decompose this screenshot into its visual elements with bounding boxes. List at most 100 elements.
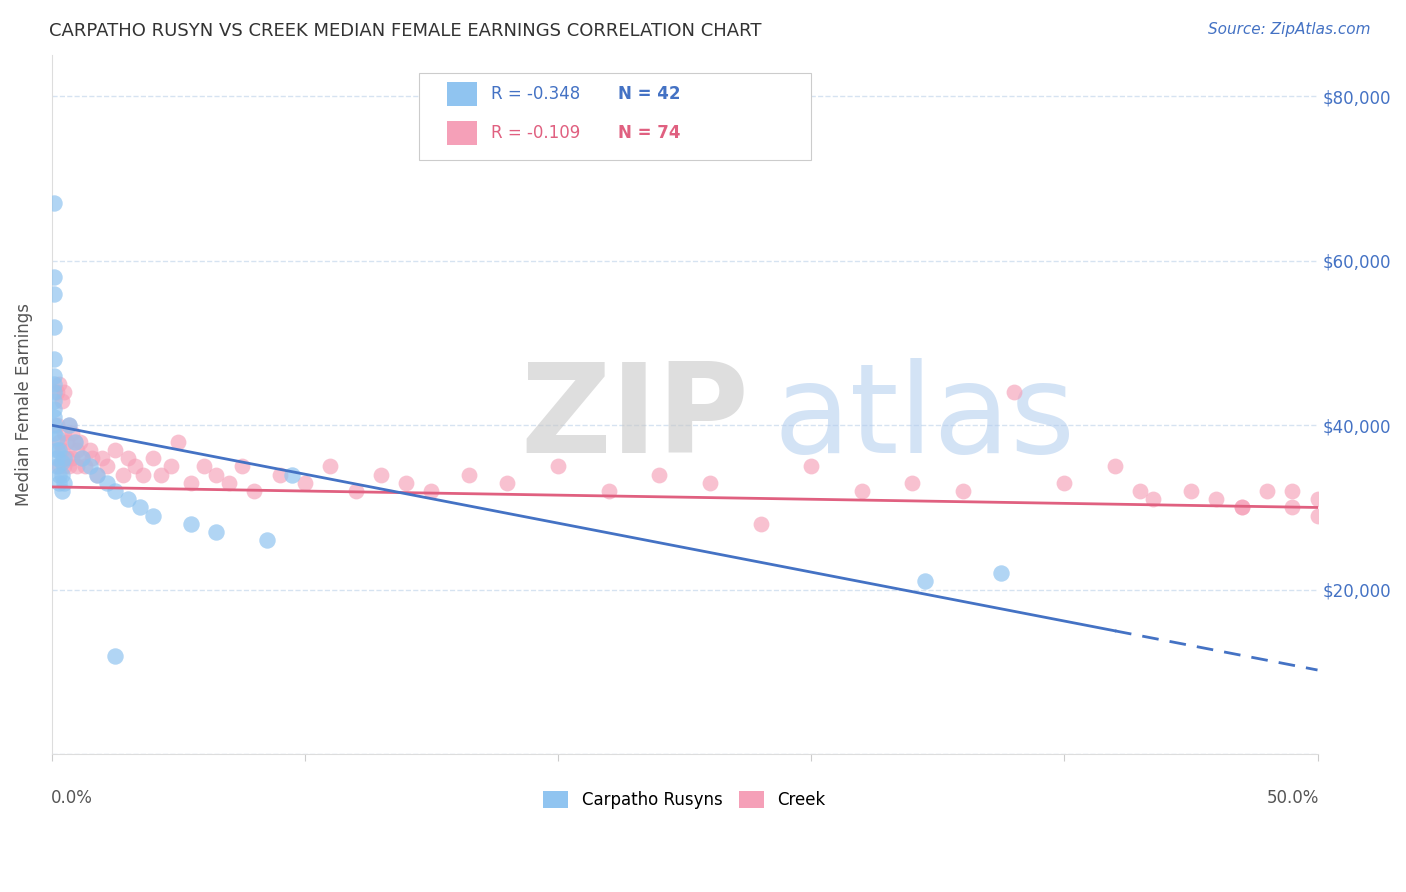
Point — [1306, 492, 1329, 507]
Text: N = 42: N = 42 — [617, 86, 681, 103]
Point — [1104, 459, 1126, 474]
Point — [48, 434, 70, 449]
Point — [281, 467, 304, 482]
Legend: Carpatho Rusyns, Creek: Carpatho Rusyns, Creek — [537, 784, 832, 816]
Point — [990, 566, 1012, 581]
Point — [53, 385, 76, 400]
Point — [117, 492, 139, 507]
Point — [82, 451, 104, 466]
Point — [104, 483, 127, 498]
Text: N = 74: N = 74 — [617, 124, 681, 142]
Point — [60, 451, 83, 466]
Point — [1053, 475, 1076, 490]
Point — [48, 442, 70, 457]
Point — [44, 319, 66, 334]
Text: R = -0.348: R = -0.348 — [491, 86, 581, 103]
Point — [53, 459, 76, 474]
Point — [44, 196, 66, 211]
Point — [44, 270, 66, 285]
Text: CARPATHO RUSYN VS CREEK MEDIAN FEMALE EARNINGS CORRELATION CHART: CARPATHO RUSYN VS CREEK MEDIAN FEMALE EA… — [49, 22, 762, 40]
Point — [44, 377, 66, 392]
Point — [231, 459, 253, 474]
Point — [58, 418, 80, 433]
Point — [45, 451, 67, 466]
Point — [45, 459, 67, 474]
Point — [79, 442, 101, 457]
Point — [699, 475, 721, 490]
Text: 50.0%: 50.0% — [1267, 789, 1319, 807]
Point — [104, 648, 127, 663]
FancyBboxPatch shape — [447, 120, 477, 145]
Point — [69, 434, 91, 449]
Point — [180, 475, 202, 490]
Point — [86, 467, 108, 482]
Point — [1205, 492, 1227, 507]
Point — [458, 467, 481, 482]
Point — [44, 393, 66, 408]
Point — [51, 442, 73, 457]
Text: Source: ZipAtlas.com: Source: ZipAtlas.com — [1208, 22, 1371, 37]
Point — [1281, 500, 1303, 515]
Point — [420, 483, 443, 498]
Point — [205, 467, 228, 482]
Point — [60, 426, 83, 441]
Point — [53, 426, 76, 441]
Point — [117, 451, 139, 466]
Point — [1306, 508, 1329, 523]
Point — [104, 442, 127, 457]
Point — [132, 467, 155, 482]
Point — [1256, 483, 1278, 498]
Point — [1002, 385, 1025, 400]
Point — [70, 451, 93, 466]
Point — [58, 418, 80, 433]
Point — [45, 385, 67, 400]
Point — [44, 410, 66, 425]
Point — [256, 533, 278, 548]
Point — [44, 401, 66, 416]
Point — [56, 434, 79, 449]
Point — [370, 467, 392, 482]
Point — [952, 483, 974, 498]
Point — [53, 475, 76, 490]
Point — [79, 459, 101, 474]
Point — [800, 459, 823, 474]
Point — [1142, 492, 1164, 507]
Point — [142, 508, 165, 523]
FancyBboxPatch shape — [447, 82, 477, 106]
Point — [51, 483, 73, 498]
Point — [142, 451, 165, 466]
Point — [51, 467, 73, 482]
Point — [51, 393, 73, 408]
Point — [851, 483, 873, 498]
Point — [96, 459, 118, 474]
Point — [319, 459, 342, 474]
Point — [91, 451, 114, 466]
Point — [243, 483, 266, 498]
Point — [294, 475, 316, 490]
Point — [269, 467, 291, 482]
Point — [129, 500, 152, 515]
Point — [44, 418, 66, 433]
Point — [73, 459, 96, 474]
Point — [901, 475, 924, 490]
Point — [48, 475, 70, 490]
Point — [648, 467, 671, 482]
Point — [1180, 483, 1202, 498]
Point — [547, 459, 569, 474]
Point — [63, 434, 86, 449]
Point — [86, 467, 108, 482]
Point — [111, 467, 134, 482]
Y-axis label: Median Female Earnings: Median Female Earnings — [15, 303, 32, 506]
FancyBboxPatch shape — [419, 72, 811, 160]
Point — [124, 459, 146, 474]
Point — [44, 426, 66, 441]
Point — [205, 525, 228, 540]
Point — [51, 455, 73, 469]
Text: atlas: atlas — [773, 359, 1076, 479]
Point — [70, 451, 93, 466]
Point — [96, 475, 118, 490]
Point — [58, 459, 80, 474]
Point — [44, 352, 66, 367]
Point — [1230, 500, 1253, 515]
Point — [344, 483, 367, 498]
